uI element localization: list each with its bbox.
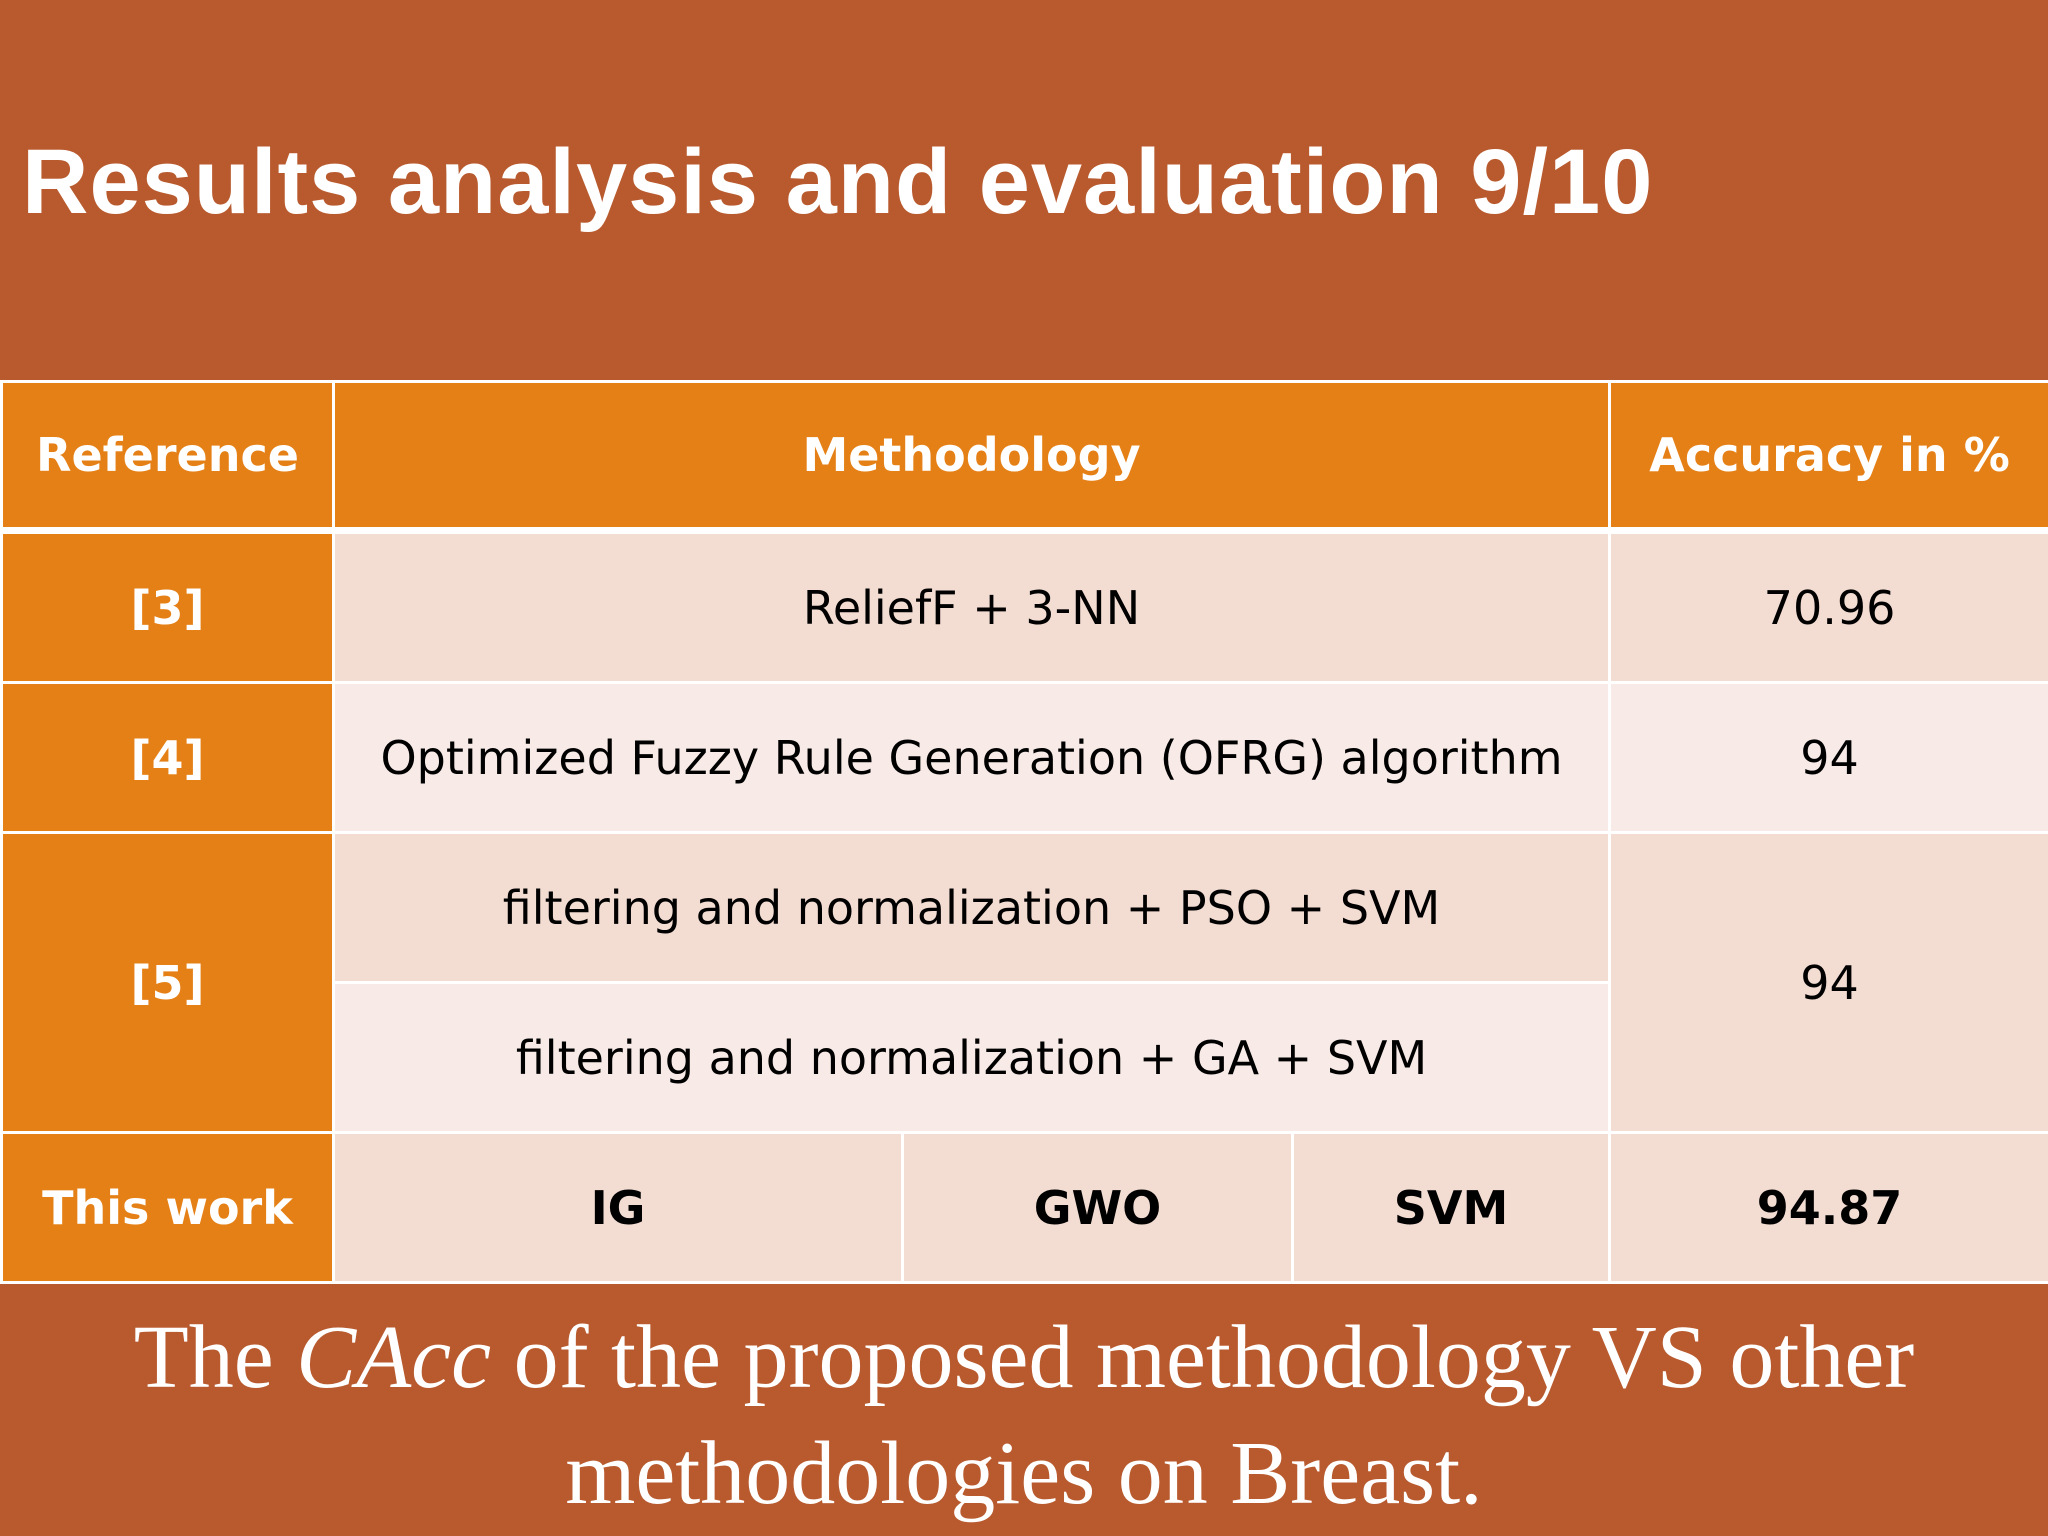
accuracy-cell: 94	[1608, 831, 2048, 1134]
header-reference: Reference	[0, 380, 335, 534]
header-methodology: Methodology	[331, 380, 1612, 534]
methodology-cell: ReliefF + 3-NN	[331, 529, 1612, 684]
table-row: [3] ReliefF + 3-NN 70.96	[0, 529, 2048, 684]
comparison-table: Reference Methodology Accuracy in % [3] …	[0, 380, 2048, 1284]
methodology-cell: Optimized Fuzzy Rule Generation (OFRG) a…	[331, 681, 1612, 834]
accuracy-cell: 94.87	[1608, 1131, 2048, 1284]
step-cell-classifier: SVM	[1290, 1131, 1612, 1284]
caption-prefix: The	[133, 1308, 297, 1407]
accuracy-cell: 70.96	[1608, 529, 2048, 684]
caption-line-1: The CAcc of the proposed methodology VS …	[0, 1300, 2048, 1416]
accuracy-cell: 94	[1608, 681, 2048, 834]
header-accuracy: Accuracy in %	[1608, 380, 2048, 534]
table-header-row: Reference Methodology Accuracy in %	[0, 380, 2048, 534]
table-row: [5] filtering and normalization + PSO + …	[0, 831, 2048, 1134]
methodology-cell: filtering and normalization + PSO + SVM	[331, 831, 1612, 984]
table-row: filtering and normalization + GA + SVM	[2, 981, 2048, 1134]
reference-cell: [4]	[0, 681, 335, 834]
caption-line-2: methodologies on Breast.	[565, 1424, 1483, 1523]
reference-cell: [3]	[0, 529, 335, 684]
reference-cell: [5]	[0, 831, 335, 1134]
table-caption: The CAcc of the proposed methodology VS …	[0, 1300, 2048, 1532]
caption-line-1-rest: of the proposed methodology VS other	[491, 1308, 1915, 1407]
table-row: [4] Optimized Fuzzy Rule Generation (OFR…	[0, 681, 2048, 834]
slide-title: Results analysis and evaluation 9/10	[22, 131, 1654, 233]
table-row-this-work: This work IG GWO SVM 94.87	[0, 1131, 2048, 1284]
step-cell-feature-selection: IG	[332, 1131, 904, 1284]
reference-cell: This work	[0, 1131, 335, 1284]
methodology-cell: filtering and normalization + GA + SVM	[331, 981, 1612, 1134]
caption-metric: CAcc	[296, 1308, 492, 1407]
step-cell-optimizer: GWO	[901, 1131, 1294, 1284]
